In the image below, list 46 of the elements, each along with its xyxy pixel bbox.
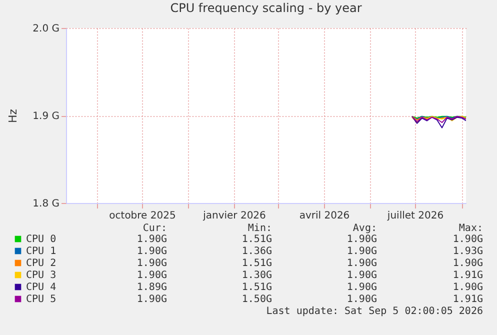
x-tick-label: janvier 2026 xyxy=(202,210,266,222)
text: 1.50G xyxy=(242,294,272,305)
legend-label: CPU 1 xyxy=(26,246,56,257)
legend-label: CPU 4 xyxy=(26,282,56,293)
x-tick-label: octobre 2025 xyxy=(109,210,176,222)
text: 1.90G xyxy=(452,258,483,269)
text: Avg: xyxy=(352,223,377,234)
text: 1.91G xyxy=(452,270,483,281)
x-tick-label: juillet 2026 xyxy=(386,210,444,222)
legend-label: CPU 0 xyxy=(26,234,56,245)
text: 1.90G xyxy=(136,270,167,281)
chart-title: CPU frequency scaling - by year xyxy=(170,1,362,15)
y-tick-label: 1.8 G xyxy=(32,198,60,210)
text: Max: xyxy=(458,223,483,234)
y-axis-title: Hz xyxy=(6,108,20,124)
text: 1.90G xyxy=(346,294,377,305)
legend-label: CPU 3 xyxy=(26,270,56,281)
text: Cur: xyxy=(142,223,167,234)
text: Min: xyxy=(248,223,272,234)
legend-label: CPU 2 xyxy=(26,258,56,269)
text: 1.90G xyxy=(136,234,167,245)
line-series xyxy=(412,116,466,123)
text: 1.90G xyxy=(452,234,483,245)
text: 1.36G xyxy=(242,246,272,257)
text: 1.51G xyxy=(242,258,272,269)
text: 1.90G xyxy=(452,282,483,293)
text: 1.90G xyxy=(136,294,167,305)
text: 1.90G xyxy=(346,270,377,281)
x-tick-label: avril 2026 xyxy=(299,210,350,222)
text: 1.91G xyxy=(452,294,483,305)
text: 1.89G xyxy=(136,282,167,293)
text: 1.30G xyxy=(242,270,272,281)
y-tick-label: 2.0 G xyxy=(32,24,60,34)
text: 1.90G xyxy=(346,246,377,257)
text: Last update: Sat Sep 5 02:00:05 2026 xyxy=(266,306,483,317)
y-tick-label: 1.9 G xyxy=(32,111,60,122)
text: 1.90G xyxy=(346,258,377,269)
text: 1.90G xyxy=(346,234,377,245)
text: 1.51G xyxy=(242,234,272,245)
text: 1.93G xyxy=(452,246,483,257)
line-series xyxy=(412,116,466,128)
text: 1.90G xyxy=(346,282,377,293)
text: 1.90G xyxy=(136,246,167,257)
text: 1.51G xyxy=(242,282,272,293)
text: 1.90G xyxy=(136,258,167,269)
legend-label: CPU 5 xyxy=(26,294,56,305)
